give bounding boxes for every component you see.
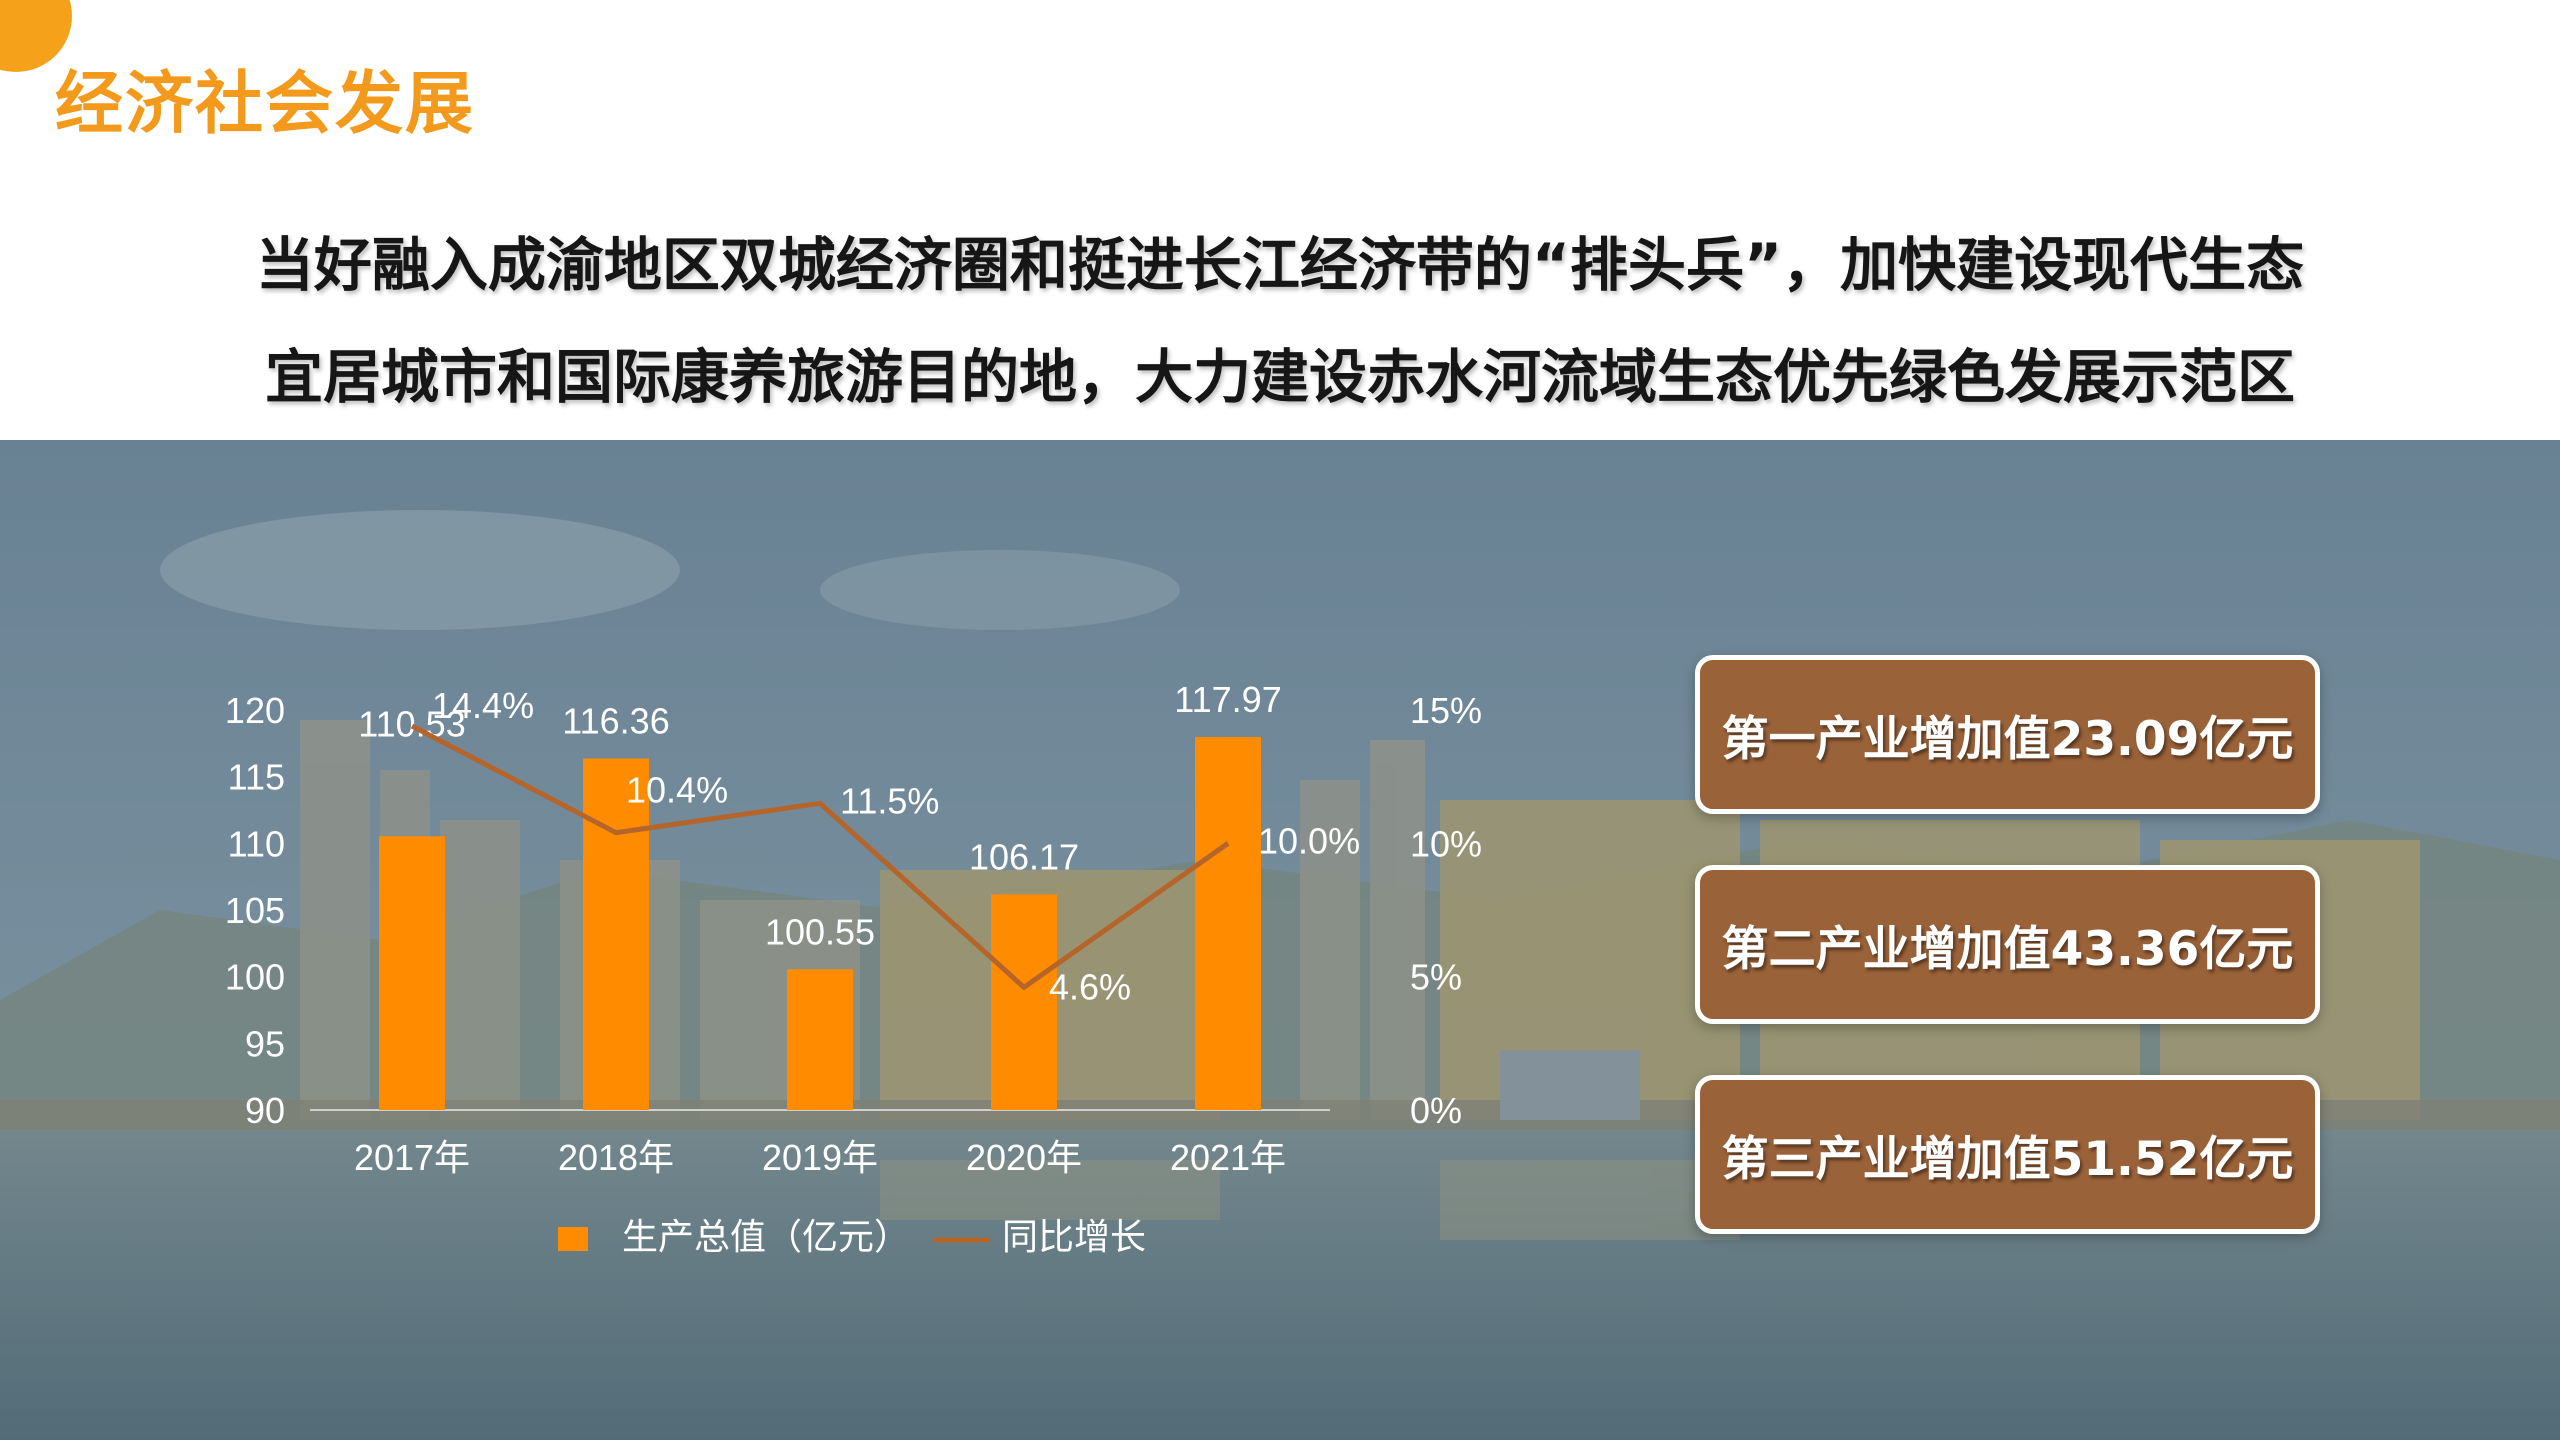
left-axis-tick: 110 [228,823,285,864]
growth-data-label: 10.4% [626,770,728,811]
tertiary-industry-card: 第三产业增加值51.52亿元 [1695,1075,2320,1234]
left-axis-tick: 120 [225,690,285,731]
gdp-bar [379,836,445,1110]
x-axis-tick: 2018年 [558,1137,674,1178]
section-title: 经济社会发展 [55,65,476,144]
gdp-chart: 120 115 110 105 100 95 90 15% 10% 5% 0% 110.53 116… [225,679,1482,1257]
left-axis-tick: 100 [225,957,285,998]
right-axis-tick: 15% [1410,690,1482,731]
left-axis-tick: 115 [228,757,285,798]
headline-line-1: 当好融入成渝地区双城经济圈和挺进长江经济带的“排头兵”，加快建设现代生态 [255,231,2305,299]
gdp-bar [583,758,649,1110]
headline-line-2: 宜居城市和国际康养旅游目的地，大力建设赤水河流域生态优先绿色发展示范区 [264,343,2295,411]
legend-bar-swatch [558,1227,588,1251]
secondary-industry-card: 第二产业增加值43.36亿元 [1695,865,2320,1024]
x-axis-tick: 2021年 [1170,1137,1286,1178]
growth-data-label: 10.0% [1258,820,1360,861]
gdp-bar [991,894,1057,1110]
gdp-data-label: 100.55 [765,911,875,952]
gdp-data-label: 110.53 [358,703,465,744]
legend-bar-label: 生产总值（亿元） [622,1216,910,1257]
primary-industry-card: 第一产业增加值23.09亿元 [1695,655,2320,814]
right-axis-tick: 5% [1410,957,1462,998]
x-axis-tick: 2019年 [762,1137,878,1178]
gdp-bar [1195,737,1261,1110]
left-axis-tick: 105 [225,890,285,931]
left-axis-tick: 90 [245,1090,285,1131]
growth-data-label: 14.4% [432,685,534,726]
chart-legend: 生产总值（亿元） 同比增长 [558,1216,1146,1257]
legend-line-label: 同比增长 [1002,1216,1146,1257]
growth-data-label: 4.6% [1049,966,1131,1007]
right-axis-tick: 0% [1410,1090,1462,1131]
x-axis-tick: 2017年 [354,1137,470,1178]
gdp-data-label: 117.97 [1174,679,1281,720]
left-axis-tick: 95 [245,1023,285,1064]
growth-data-label: 11.5% [840,780,939,821]
gdp-data-label: 106.17 [969,836,1079,877]
gdp-data-label: 116.36 [562,701,669,742]
right-axis-tick: 10% [1410,823,1482,864]
growth-line [410,723,1230,990]
x-axis-tick: 2020年 [966,1137,1082,1178]
gdp-bar [787,969,853,1110]
